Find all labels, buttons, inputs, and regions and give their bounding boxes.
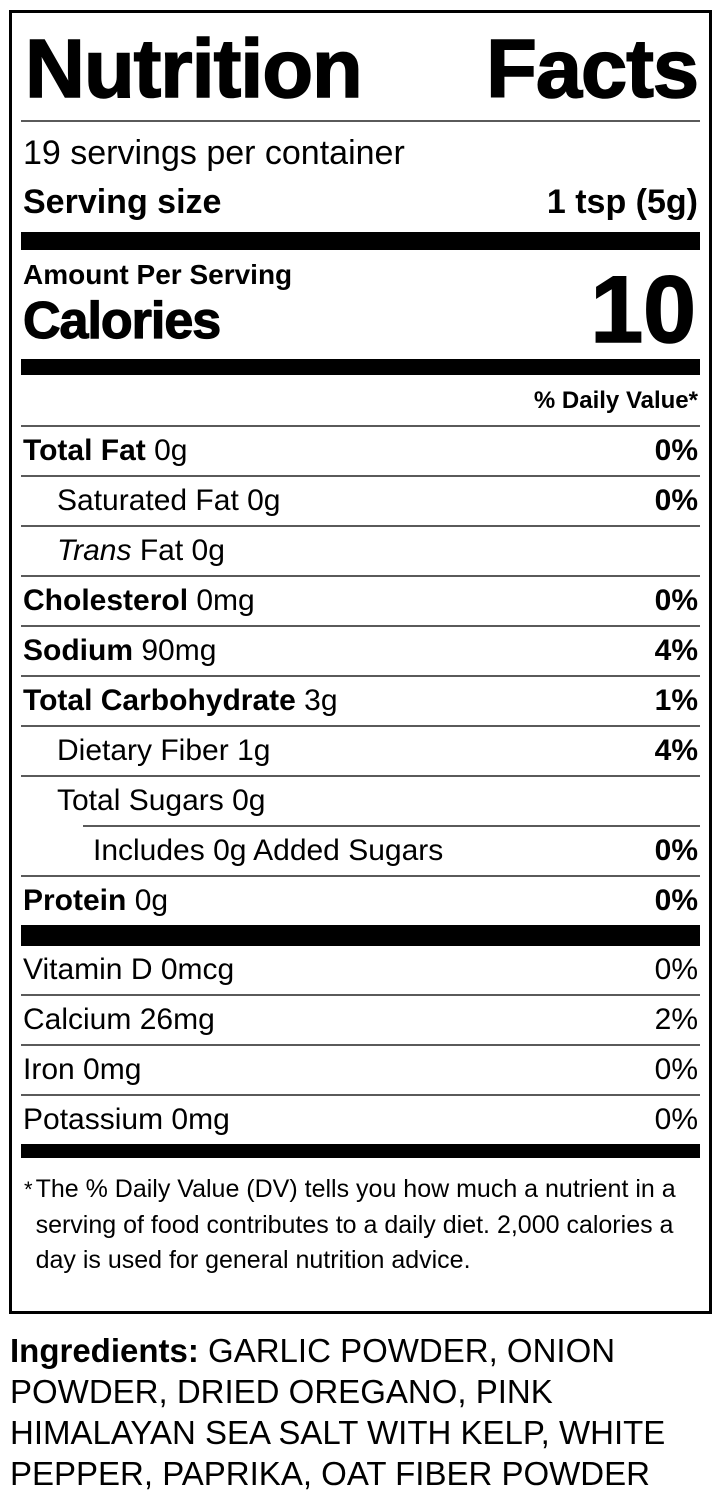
- nutrient-amount: 3g: [304, 684, 338, 717]
- nutrient-name: Cholesterol: [23, 584, 189, 617]
- nutrient-dv: 0%: [654, 584, 698, 617]
- nutrient-row-added-sugars: Includes 0g Added Sugars 0%: [21, 827, 700, 875]
- vitamin-dv: 2%: [654, 1003, 698, 1036]
- nutrient-name: Protein: [23, 884, 127, 917]
- footnote-asterisk: *: [24, 1177, 33, 1202]
- serving-size-label: Serving size: [23, 183, 222, 221]
- nutrient-row-sodium: Sodium 90mg 4%: [21, 625, 700, 675]
- nutrient-dv: 1%: [654, 684, 698, 717]
- nutrient-name: Total Fat: [23, 434, 146, 467]
- nutrient-amount: 0g: [247, 484, 281, 517]
- vitamin-dv: 0%: [654, 953, 698, 986]
- vitamin-dv: 0%: [654, 1103, 698, 1136]
- panel-title: Nutrition Facts: [21, 19, 700, 122]
- title-word-nutrition: Nutrition: [24, 22, 363, 115]
- nutrient-amount: 1g: [237, 734, 271, 767]
- calories-value: 10: [590, 256, 697, 363]
- nutrient-row-trans-fat: Trans Fat 0g: [21, 525, 700, 575]
- nutrient-name-italic: Trans: [57, 534, 132, 567]
- nutrient-row-saturated-fat: Saturated Fat 0g 0%: [21, 475, 700, 525]
- vitamin-row-calcium: Calcium 26mg 2%: [21, 994, 700, 1044]
- nutrient-name: Dietary Fiber: [57, 734, 229, 767]
- serving-size-row: Serving size 1 tsp (5g): [21, 175, 700, 232]
- nutrient-name: Fat: [139, 534, 184, 567]
- nutrient-amount: 0mg: [196, 584, 255, 617]
- daily-value-footnote: * The % Daily Value (DV) tells you how m…: [21, 1158, 700, 1307]
- nutrient-dv: 0%: [654, 834, 698, 867]
- nutrient-dv: 4%: [654, 634, 698, 667]
- nutrient-dv: 4%: [654, 734, 698, 767]
- vitamin-dv: 0%: [654, 1053, 698, 1086]
- vitamin-amount: 0mg: [83, 1053, 142, 1086]
- calories-section: Amount Per Serving Calories 10: [21, 250, 700, 359]
- nutrition-facts-panel: Nutrition Facts 19 servings per containe…: [9, 10, 712, 1314]
- nutrient-amount: 0g: [154, 434, 188, 467]
- vitamin-name: Vitamin D: [23, 953, 153, 986]
- thick-divider-bar: [21, 925, 700, 946]
- amount-per-serving-label: Amount Per Serving: [23, 259, 293, 290]
- vitamin-name: Calcium: [23, 1003, 132, 1036]
- calories-label: Calories: [22, 292, 221, 350]
- medium-divider-bar: [21, 1144, 700, 1158]
- vitamin-name: Iron: [23, 1053, 75, 1086]
- vitamin-amount: 26mg: [139, 1003, 215, 1036]
- thick-divider-bar: [21, 232, 700, 250]
- nutrient-row-total-sugars: Total Sugars 0g: [21, 775, 700, 825]
- calories-left: Amount Per Serving Calories: [22, 259, 293, 350]
- nutrient-amount: 0g: [232, 784, 266, 817]
- vitamin-row-vitamin-d: Vitamin D 0mcg 0%: [21, 946, 700, 994]
- nutrient-amount: 0g: [134, 884, 169, 917]
- nutrient-name: Saturated Fat: [57, 484, 239, 517]
- added-sugars-partial-rule: [83, 825, 700, 827]
- vitamin-name: Potassium: [23, 1103, 164, 1136]
- vitamin-row-potassium: Potassium 0mg 0%: [21, 1094, 700, 1144]
- serving-size-value: 1 tsp (5g): [546, 183, 698, 221]
- nutrient-row-total-fat: Total Fat 0g 0%: [21, 425, 700, 475]
- ingredients-statement: Ingredients: GARLIC POWDER, ONION POWDER…: [10, 1330, 708, 1495]
- nutrient-row-dietary-fiber: Dietary Fiber 1g 4%: [21, 725, 700, 775]
- nutrient-row-cholesterol: Cholesterol 0mg 0%: [21, 575, 700, 625]
- nutrient-name: Includes 0g Added Sugars: [93, 834, 444, 867]
- nutrient-row-protein: Protein 0g 0%: [21, 875, 700, 925]
- vitamin-amount: 0mcg: [160, 953, 235, 986]
- vitamin-amount: 0mg: [171, 1103, 230, 1136]
- vitamin-row-iron: Iron 0mg 0%: [21, 1044, 700, 1094]
- nutrient-name: Sodium: [23, 634, 133, 667]
- nutrient-name: Total Sugars: [57, 784, 224, 817]
- ingredients-label: Ingredients:: [10, 1331, 199, 1369]
- nutrient-amount: 0g: [191, 534, 225, 567]
- nutrient-dv: 0%: [654, 884, 698, 917]
- title-word-facts: Facts: [485, 22, 699, 115]
- footnote-text: The % Daily Value (DV) tells you how muc…: [35, 1175, 676, 1274]
- daily-value-header: % Daily Value*: [533, 387, 698, 414]
- nutrient-row-total-carbohydrate: Total Carbohydrate 3g 1%: [21, 675, 700, 725]
- nutrient-amount: 90mg: [141, 634, 217, 667]
- medium-divider-bar: [21, 359, 700, 375]
- servings-per-container: 19 servings per container: [23, 134, 405, 172]
- nutrient-dv: 0%: [654, 484, 698, 517]
- nutrient-name: Total Carbohydrate: [23, 684, 296, 717]
- nutrient-dv: 0%: [654, 434, 698, 467]
